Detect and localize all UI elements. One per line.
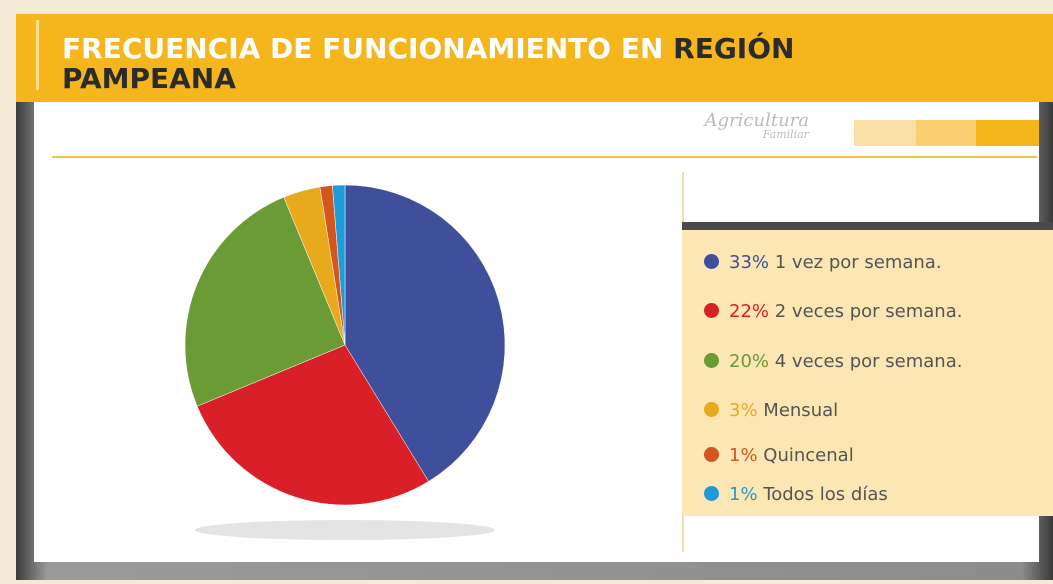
pie-slice: [196, 344, 429, 506]
pie-slice: [332, 184, 346, 346]
brand-2: Familiar: [762, 128, 809, 141]
pie-slice: [184, 196, 346, 407]
title: FRECUENCIA DE FUNCIONAMIENTO EN REGIÓN P…: [62, 34, 882, 94]
brand-1: Agricultura: [704, 110, 809, 131]
legend-swatch: [704, 254, 719, 269]
chip: [976, 120, 1039, 146]
legend-value: 3%: [729, 400, 758, 421]
legend-label: Todos los días: [763, 484, 888, 505]
legend-value: 1%: [729, 484, 758, 505]
legend-swatch: [704, 303, 719, 318]
shadow: [195, 520, 495, 540]
legend-value: 33%: [729, 252, 770, 273]
legend-value: 22%: [729, 301, 770, 322]
legend-swatch: [704, 486, 719, 501]
legend-item: 1% Quincenal: [704, 445, 854, 466]
chip: [854, 120, 916, 146]
rule: [52, 156, 1037, 158]
legend: 33% 1 vez por semana. 22% 2 veces por sem…: [682, 222, 1053, 516]
brand: Agricultura Familiar: [704, 110, 809, 142]
legend-swatch: [704, 353, 719, 368]
legend-item: 20% 4 veces por semana.: [704, 351, 962, 372]
accent: [36, 20, 39, 90]
legend-label: 4 veces por semana.: [774, 351, 963, 372]
legend-item: 22% 2 veces por semana.: [704, 301, 962, 322]
legend-label: Mensual: [763, 400, 839, 421]
chip: [916, 120, 976, 146]
header-band: FRECUENCIA DE FUNCIONAMIENTO EN REGIÓN P…: [16, 14, 1053, 102]
title-highlight: REGIÓN PAMPEANA: [62, 32, 795, 95]
title-main: FRECUENCIA DE FUNCIONAMIENTO EN: [62, 32, 664, 65]
legend-label: 1 vez por semana.: [774, 252, 942, 273]
legend-swatch: [704, 402, 719, 417]
legend-item: 3% Mensual: [704, 400, 838, 421]
legend-item: 33% 1 vez por semana.: [704, 252, 942, 273]
legend-item: 1% Todos los días: [704, 484, 888, 505]
legend-label: 2 veces por semana.: [774, 301, 963, 322]
legend-value: 20%: [729, 351, 770, 372]
legend-value: 1%: [729, 445, 758, 466]
legend-label: Quincenal: [763, 445, 854, 466]
legend-swatch: [704, 447, 719, 462]
pie-slice: [344, 184, 506, 482]
